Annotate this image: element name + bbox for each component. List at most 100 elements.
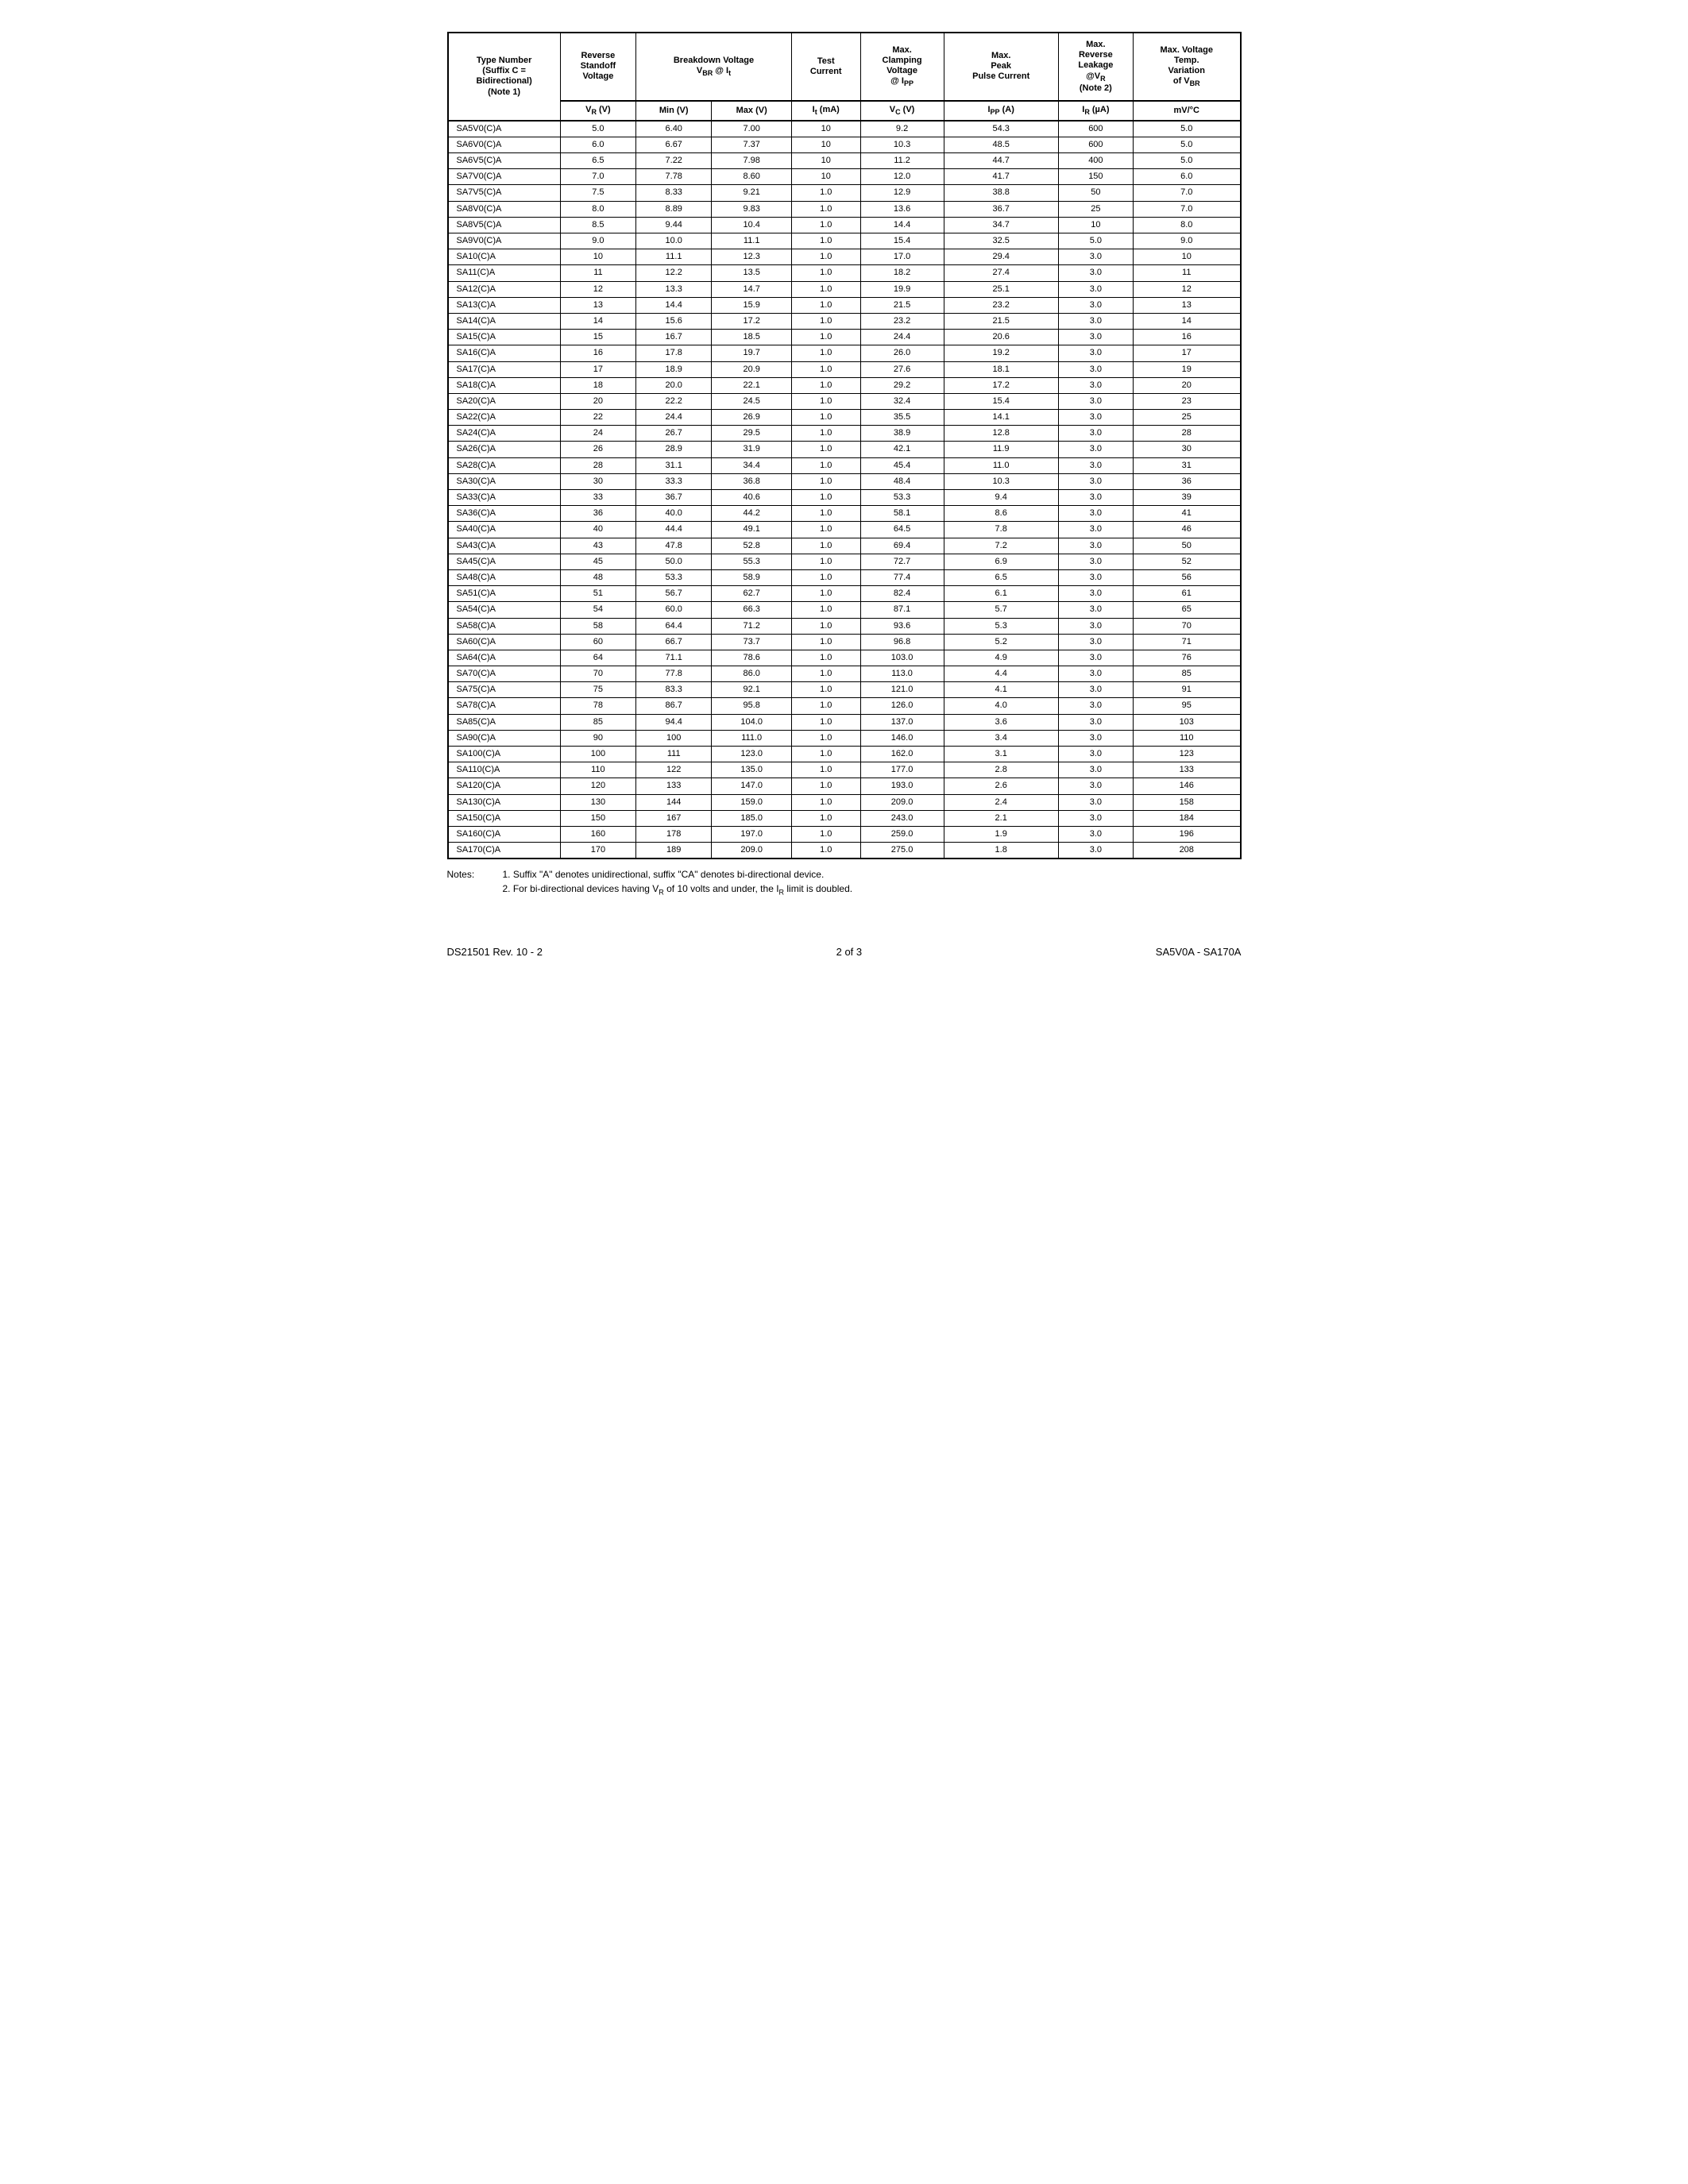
table-cell: 10 (791, 121, 860, 137)
table-cell: 3.0 (1058, 618, 1133, 634)
table-row: SA64(C)A6471.178.61.0103.04.93.076 (448, 650, 1241, 666)
table-cell: 3.0 (1058, 747, 1133, 762)
table-cell: 103 (1133, 714, 1240, 730)
table-cell: 1.0 (791, 843, 860, 859)
table-cell: 10 (791, 153, 860, 169)
table-cell: 25 (1058, 201, 1133, 217)
table-row: SA36(C)A3640.044.21.058.18.63.041 (448, 506, 1241, 522)
table-cell: 69.4 (860, 538, 944, 554)
table-cell: 3.0 (1058, 682, 1133, 698)
table-cell: 17.8 (636, 345, 712, 361)
table-cell: 120 (560, 778, 635, 794)
table-cell: 1.0 (791, 490, 860, 506)
table-cell: 30 (1133, 442, 1240, 457)
table-cell: 146 (1133, 778, 1240, 794)
table-cell: 13.5 (712, 265, 792, 281)
table-cell: 1.9 (944, 826, 1058, 842)
table-cell: 3.0 (1058, 410, 1133, 426)
table-row: SA45(C)A4550.055.31.072.76.93.052 (448, 554, 1241, 569)
table-cell: 75 (560, 682, 635, 698)
table-cell: 19.9 (860, 281, 944, 297)
table-cell: 9.0 (1133, 233, 1240, 249)
table-cell: SA110(C)A (448, 762, 561, 778)
table-cell: SA51(C)A (448, 586, 561, 602)
table-cell: SA33(C)A (448, 490, 561, 506)
notes-section: Notes: 1. Suffix "A" denotes unidirectio… (447, 867, 1242, 898)
header-reverse-standoff: ReverseStandoffVoltage (560, 33, 635, 101)
table-cell: 43 (560, 538, 635, 554)
table-cell: SA15(C)A (448, 330, 561, 345)
table-cell: 208 (1133, 843, 1240, 859)
table-cell: 111.0 (712, 730, 792, 746)
table-cell: 177.0 (860, 762, 944, 778)
table-cell: 3.0 (1058, 297, 1133, 313)
note-1: 1. Suffix "A" denotes unidirectional, su… (503, 867, 853, 882)
table-cell: 26.0 (860, 345, 944, 361)
table-cell: 1.0 (791, 249, 860, 265)
table-cell: 1.0 (791, 345, 860, 361)
table-cell: 104.0 (712, 714, 792, 730)
table-cell: 1.0 (791, 554, 860, 569)
header-max-clamping: Max.ClampingVoltage@ IPP (860, 33, 944, 101)
subheader-mvc: mV/°C (1133, 101, 1240, 121)
table-cell: 16 (1133, 330, 1240, 345)
table-cell: 167 (636, 810, 712, 826)
table-row: SA170(C)A170189209.01.0275.01.83.0208 (448, 843, 1241, 859)
table-cell: 15.9 (712, 297, 792, 313)
table-cell: 1.8 (944, 843, 1058, 859)
table-cell: 13 (560, 297, 635, 313)
table-cell: 85 (1133, 666, 1240, 682)
table-cell: 64.4 (636, 618, 712, 634)
table-cell: SA160(C)A (448, 826, 561, 842)
subheader-min: Min (V) (636, 101, 712, 121)
table-cell: 86.7 (636, 698, 712, 714)
table-cell: 13.6 (860, 201, 944, 217)
table-cell: 196 (1133, 826, 1240, 842)
table-row: SA26(C)A2628.931.91.042.111.93.030 (448, 442, 1241, 457)
table-cell: 58.1 (860, 506, 944, 522)
subheader-it: It (mA) (791, 101, 860, 121)
table-cell: 9.4 (944, 490, 1058, 506)
table-cell: 1.0 (791, 442, 860, 457)
table-row: SA6V5(C)A6.57.227.981011.244.74005.0 (448, 153, 1241, 169)
table-cell: 3.0 (1058, 473, 1133, 489)
table-cell: 11.0 (944, 457, 1058, 473)
header-type-number: Type Number(Suffix C =Bidirectional)(Not… (448, 33, 561, 121)
table-cell: SA17(C)A (448, 361, 561, 377)
table-cell: 130 (560, 794, 635, 810)
table-cell: 90 (560, 730, 635, 746)
table-cell: 158 (1133, 794, 1240, 810)
table-cell: 33.3 (636, 473, 712, 489)
header-test-current: TestCurrent (791, 33, 860, 101)
table-row: SA100(C)A100111123.01.0162.03.13.0123 (448, 747, 1241, 762)
table-cell: 1.0 (791, 634, 860, 650)
table-cell: SA6V0(C)A (448, 137, 561, 152)
table-cell: 52 (1133, 554, 1240, 569)
table-cell: 126.0 (860, 698, 944, 714)
table-row: SA9V0(C)A9.010.011.11.015.432.55.09.0 (448, 233, 1241, 249)
table-cell: SA45(C)A (448, 554, 561, 569)
table-cell: SA36(C)A (448, 506, 561, 522)
table-cell: 1.0 (791, 185, 860, 201)
table-cell: 4.0 (944, 698, 1058, 714)
table-cell: SA9V0(C)A (448, 233, 561, 249)
table-cell: 2.8 (944, 762, 1058, 778)
table-cell: 103.0 (860, 650, 944, 666)
table-cell: 1.0 (791, 602, 860, 618)
table-cell: 1.0 (791, 586, 860, 602)
table-cell: 4.4 (944, 666, 1058, 682)
table-row: SA120(C)A120133147.01.0193.02.63.0146 (448, 778, 1241, 794)
table-cell: SA64(C)A (448, 650, 561, 666)
table-cell: 1.0 (791, 201, 860, 217)
table-cell: 14.1 (944, 410, 1058, 426)
table-cell: 24.4 (636, 410, 712, 426)
table-cell: 7.98 (712, 153, 792, 169)
table-cell: 150 (1058, 169, 1133, 185)
table-cell: 21.5 (860, 297, 944, 313)
table-cell: 5.0 (560, 121, 635, 137)
specification-table: Type Number(Suffix C =Bidirectional)(Not… (447, 32, 1242, 859)
table-cell: 42.1 (860, 442, 944, 457)
table-cell: 1.0 (791, 714, 860, 730)
table-cell: 41 (1133, 506, 1240, 522)
table-cell: 19 (1133, 361, 1240, 377)
